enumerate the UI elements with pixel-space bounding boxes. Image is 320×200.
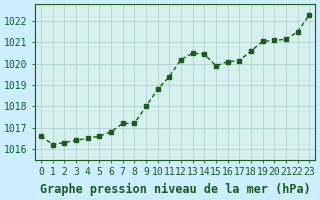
- X-axis label: Graphe pression niveau de la mer (hPa): Graphe pression niveau de la mer (hPa): [40, 183, 311, 196]
